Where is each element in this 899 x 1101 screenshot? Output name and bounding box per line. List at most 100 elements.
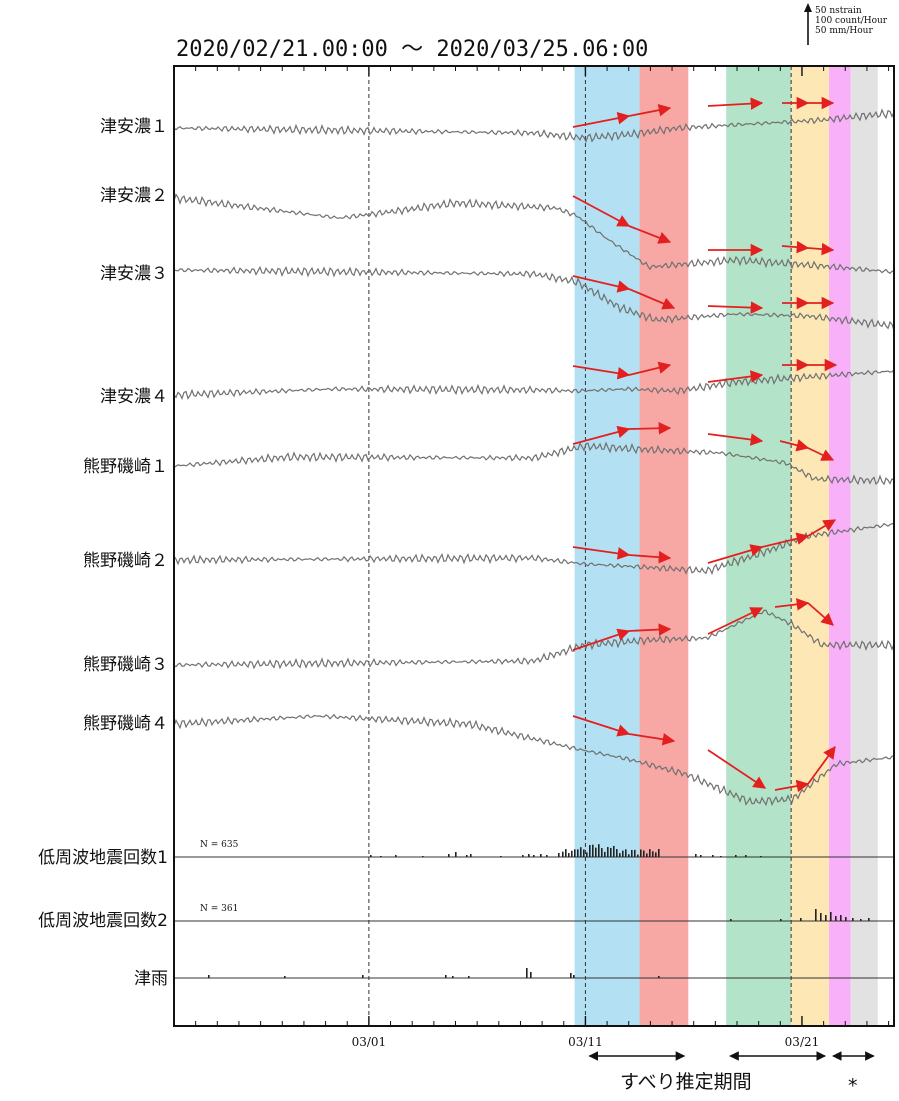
trend-arrow-29 — [761, 532, 810, 548]
trend-arrow-16 — [572, 365, 631, 380]
trend-arrow-23 — [707, 433, 764, 446]
spike-2-60 — [825, 915, 827, 921]
shaded-period-1 — [574, 66, 640, 1026]
shaded-period-5 — [829, 66, 851, 1026]
x-axis-ticks: 03/01 03/11 03/21 — [173, 66, 890, 1049]
trend-arrow-21 — [572, 425, 631, 445]
spike-3-71 — [445, 975, 447, 978]
spike-1-32 — [613, 845, 615, 857]
spike-1-3 — [422, 856, 424, 857]
dashed-date-markers — [368, 66, 792, 1026]
trend-arrow-17 — [628, 361, 672, 376]
x-tick-label-1: 03/01 — [352, 1035, 387, 1049]
spike-2-61 — [830, 912, 832, 921]
spike-1-7 — [470, 854, 472, 857]
trend-arrow-7 — [628, 225, 672, 244]
spike-1-54 — [760, 856, 762, 857]
series-label-4: 津安濃４ — [100, 387, 168, 407]
spike-1-1 — [380, 856, 382, 857]
series-traces — [173, 108, 895, 979]
spike-3-74 — [526, 968, 528, 978]
x-tick-label-2: 03/11 — [568, 1035, 603, 1049]
spike-2-67 — [868, 918, 870, 921]
spike-1-51 — [720, 856, 722, 857]
spike-1-48 — [695, 854, 697, 857]
trend-arrow-34 — [774, 598, 810, 611]
series-label-11: 津雨 — [134, 969, 168, 989]
spike-2-65 — [852, 918, 854, 921]
plot-frame — [173, 65, 895, 1027]
trend-arrow-36 — [572, 715, 631, 737]
trace-strain-5 — [173, 441, 895, 486]
trend-arrow-35 — [807, 602, 834, 626]
shaded-period-2 — [639, 66, 689, 1026]
spike-1-26 — [595, 847, 597, 857]
trend-arrow-37 — [628, 733, 676, 746]
trace-strain-3 — [173, 265, 895, 331]
spike-2-62 — [835, 916, 837, 921]
trend-arrow-38 — [707, 749, 767, 789]
trend-arrow-18 — [707, 370, 764, 383]
spike-1-8 — [500, 856, 502, 857]
spike-1-23 — [586, 852, 588, 857]
spike-1-12 — [540, 854, 542, 857]
trend-arrow-25 — [807, 447, 835, 461]
asterisk-label: * — [848, 1075, 858, 1097]
spike-1-2 — [395, 855, 397, 857]
trace-strain-8 — [173, 713, 895, 807]
trend-arrow-26 — [572, 546, 631, 560]
spike-1-5 — [455, 852, 457, 857]
shaded-period-4 — [791, 66, 830, 1026]
trend-arrow-30 — [807, 519, 837, 537]
trend-arrow-1 — [572, 112, 631, 128]
spike-1-18 — [571, 850, 573, 857]
trend-arrow-33 — [707, 607, 764, 635]
spike-3-78 — [658, 976, 660, 978]
spike-1-30 — [607, 847, 609, 857]
spike-1-37 — [628, 854, 630, 857]
series-label-1: 津安濃１ — [100, 117, 168, 137]
series-label-2: 津安濃２ — [100, 186, 168, 206]
trend-arrow-13 — [707, 301, 764, 314]
trend-arrow-32 — [628, 623, 672, 636]
trend-arrow-3 — [707, 97, 764, 110]
spike-3-76 — [570, 973, 572, 978]
trend-arrow-11 — [572, 275, 631, 293]
trace-strain-1 — [173, 108, 895, 144]
spike-3-69 — [284, 976, 286, 978]
spike-1-20 — [577, 849, 579, 857]
trend-arrow-12 — [628, 288, 676, 310]
trace-strain-7 — [173, 609, 895, 670]
spike-3-73 — [468, 976, 470, 978]
series-label-6: 熊野磯崎２ — [83, 551, 168, 571]
spike-2-66 — [860, 919, 862, 921]
spike-1-53 — [745, 855, 747, 857]
spike-1-40 — [637, 854, 639, 857]
spike-1-9 — [522, 855, 524, 857]
trend-arrow-22 — [628, 421, 672, 435]
spike-1-43 — [646, 853, 648, 857]
series-label-9: 低周波地震回数1 — [38, 848, 168, 868]
spike-1-16 — [565, 849, 567, 857]
spike-2-63 — [840, 915, 842, 921]
trend-arrow-28 — [707, 544, 764, 564]
spike-3-75 — [530, 972, 532, 978]
spike-1-21 — [580, 847, 582, 857]
spike-1-38 — [631, 849, 633, 857]
spike-3-68 — [208, 975, 210, 978]
trend-arrow-9 — [781, 240, 810, 254]
spike-1-4 — [448, 854, 450, 857]
trend-arrow-10 — [807, 242, 835, 256]
spike-2-57 — [800, 918, 802, 921]
spike-1-50 — [712, 855, 714, 857]
x-tick-label-3: 03/21 — [785, 1035, 820, 1049]
shaded-period-6 — [850, 66, 878, 1026]
scale-legend-count: 100 count/Hour — [815, 16, 888, 26]
trace-strain-2 — [173, 193, 895, 275]
spike-1-17 — [568, 853, 570, 857]
series-label-8: 熊野磯崎４ — [83, 714, 168, 734]
trend-arrow-40 — [807, 745, 836, 785]
spike-1-31 — [610, 847, 612, 857]
scale-legend-rain: 50 mm/Hour — [815, 26, 873, 36]
spike-1-35 — [622, 850, 624, 857]
